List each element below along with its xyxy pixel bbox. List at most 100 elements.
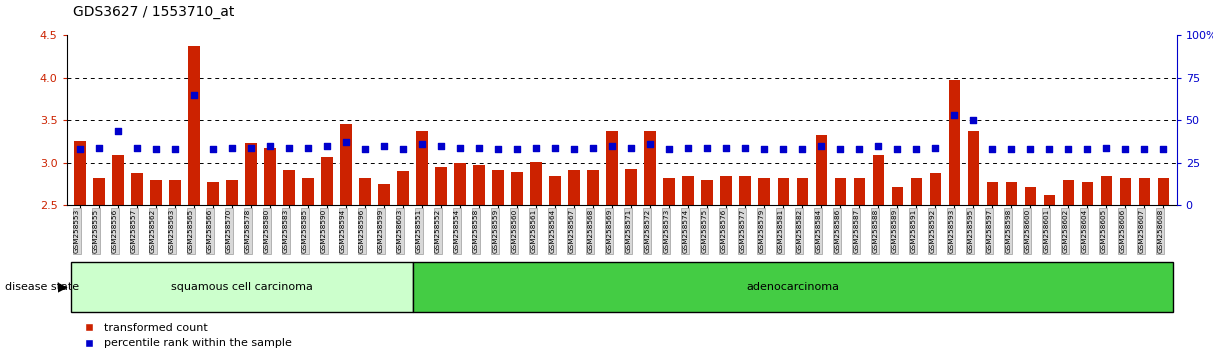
Text: GSM258551: GSM258551 [416, 209, 422, 253]
Text: GSM258562: GSM258562 [150, 209, 156, 253]
Bar [1006, 182, 1016, 205]
Bar [284, 171, 295, 205]
Text: GSM258588: GSM258588 [872, 209, 878, 253]
Text: GSM258593: GSM258593 [949, 209, 955, 253]
Bar [207, 182, 218, 205]
Point [489, 147, 508, 152]
Bar [227, 180, 238, 205]
Bar [1120, 178, 1131, 205]
Point [432, 143, 451, 149]
Point [640, 141, 660, 147]
Text: GSM258574: GSM258574 [682, 209, 688, 253]
Point [90, 145, 109, 150]
Bar [986, 182, 998, 205]
Bar [455, 163, 466, 205]
Bar [929, 173, 941, 205]
Text: GSM258600: GSM258600 [1024, 209, 1030, 253]
Text: GSM258552: GSM258552 [435, 209, 442, 253]
Bar [606, 131, 617, 205]
Text: GSM258582: GSM258582 [796, 209, 802, 253]
Bar [188, 46, 200, 205]
Bar [626, 169, 637, 205]
Text: GSM258597: GSM258597 [986, 209, 992, 253]
Text: GSM258558: GSM258558 [473, 209, 479, 253]
Text: GSM258559: GSM258559 [492, 209, 499, 253]
Text: disease state: disease state [5, 282, 79, 292]
Point [717, 145, 736, 150]
Text: GSM258587: GSM258587 [853, 209, 859, 253]
Point [926, 145, 945, 150]
Text: GSM258596: GSM258596 [359, 209, 365, 253]
Point [906, 147, 926, 152]
Point [945, 113, 964, 118]
Text: GSM258592: GSM258592 [929, 209, 935, 253]
Bar [569, 171, 580, 205]
Text: GSM258581: GSM258581 [778, 209, 784, 253]
Text: GSM258601: GSM258601 [1043, 209, 1049, 253]
Text: GSM258567: GSM258567 [568, 209, 574, 253]
Point [165, 147, 184, 152]
Bar [740, 176, 751, 205]
Point [811, 143, 831, 149]
Text: GSM258561: GSM258561 [530, 209, 536, 253]
Bar [797, 178, 808, 205]
Text: GSM258594: GSM258594 [340, 209, 346, 253]
Bar [644, 131, 656, 205]
Bar [1100, 176, 1112, 205]
Text: GSM258580: GSM258580 [264, 209, 270, 253]
Bar [170, 180, 181, 205]
Text: GSM258555: GSM258555 [93, 209, 99, 253]
Point [450, 145, 469, 150]
Text: GSM258605: GSM258605 [1100, 209, 1106, 253]
Bar [683, 176, 694, 205]
Bar [473, 165, 485, 205]
Bar [341, 124, 352, 205]
Point [774, 147, 793, 152]
Point [375, 143, 394, 149]
Point [526, 145, 546, 150]
Point [849, 147, 869, 152]
Text: GSM258578: GSM258578 [245, 209, 251, 253]
Text: GSM258604: GSM258604 [1081, 209, 1087, 253]
Bar [435, 167, 446, 205]
Text: GSM258590: GSM258590 [321, 209, 328, 253]
Text: GSM258591: GSM258591 [910, 209, 916, 253]
Bar [113, 155, 124, 205]
Point [1002, 147, 1021, 152]
Text: GSM258572: GSM258572 [644, 209, 650, 253]
Bar [587, 171, 599, 205]
Text: GSM258608: GSM258608 [1157, 209, 1163, 253]
Point [1154, 147, 1173, 152]
Point [469, 145, 489, 150]
Point [318, 143, 337, 149]
Bar [664, 178, 674, 205]
Text: GSM258553: GSM258553 [74, 209, 80, 253]
Point [108, 128, 127, 133]
Point [147, 147, 166, 152]
Bar [492, 171, 503, 205]
Bar [701, 180, 713, 205]
Text: GSM258557: GSM258557 [131, 209, 137, 253]
Bar [512, 172, 523, 205]
Bar [1043, 195, 1055, 205]
Point [279, 145, 298, 150]
Text: GSM258566: GSM258566 [207, 209, 213, 253]
Bar [854, 178, 865, 205]
Bar [245, 143, 257, 205]
Point [336, 139, 355, 145]
Bar [758, 178, 770, 205]
Bar [872, 155, 884, 205]
Text: GSM258598: GSM258598 [1006, 209, 1012, 253]
Bar [1157, 178, 1169, 205]
Point [983, 147, 1002, 152]
Text: GSM258571: GSM258571 [625, 209, 631, 253]
Text: ▶: ▶ [58, 280, 68, 293]
Text: GSM258583: GSM258583 [283, 209, 289, 253]
Text: GSM258595: GSM258595 [967, 209, 973, 253]
Point [393, 147, 412, 152]
Bar [721, 176, 731, 205]
Point [1134, 147, 1154, 152]
Point [963, 118, 983, 123]
Text: GSM258556: GSM258556 [112, 209, 118, 253]
Bar [93, 178, 104, 205]
